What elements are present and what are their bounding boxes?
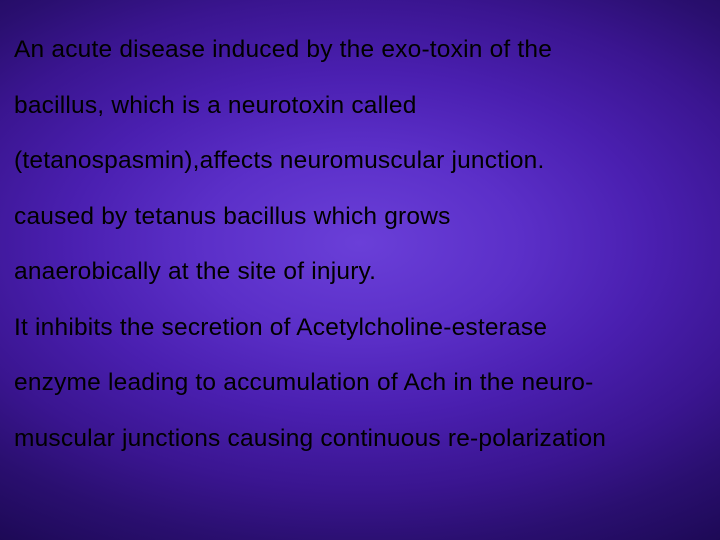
- text-line: bacillus, which is a neurotoxin called: [14, 94, 720, 119]
- text-line: muscular junctions causing continuous re…: [14, 427, 720, 452]
- slide-body-text: An acute disease induced by the exo-toxi…: [14, 38, 720, 451]
- text-line: (tetanospasmin),affects neuromuscular ju…: [14, 149, 720, 174]
- text-line: caused by tetanus bacillus which grows: [14, 205, 720, 230]
- text-line: anaerobically at the site of injury.: [14, 260, 720, 285]
- text-line: enzyme leading to accumulation of Ach in…: [14, 371, 720, 396]
- text-line: It inhibits the secretion of Acetylcholi…: [14, 316, 720, 341]
- text-line: An acute disease induced by the exo-toxi…: [14, 38, 720, 63]
